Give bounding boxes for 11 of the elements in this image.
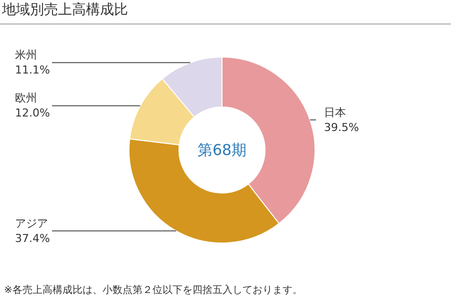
slice-label: 欧州 [15, 92, 37, 105]
slice-label: 日本 [324, 106, 346, 119]
data-label: 11.1% [15, 64, 50, 77]
text: 第68期 [197, 141, 247, 159]
data-label: 39.5% [324, 120, 359, 134]
data-label: 37.4% [15, 232, 50, 245]
chart-title: 地域別売上高構成比 [1, 2, 128, 18]
text: ※各売上高構成比は、小数点第２位以下を四捨五入しております。 [4, 284, 302, 296]
data-label: 12.0% [15, 106, 50, 120]
slice-label: アジア [15, 216, 48, 230]
slice-label: 米州 [15, 48, 37, 62]
